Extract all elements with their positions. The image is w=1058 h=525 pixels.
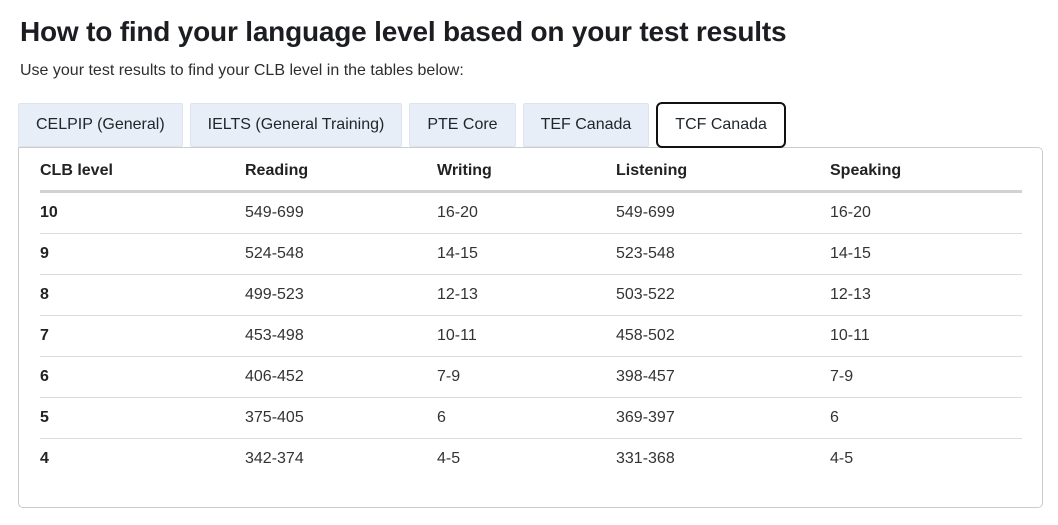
reading-cell: 524-548 [245,233,437,275]
reading-cell: 342-374 [245,450,304,467]
clb-score-table: CLB level Reading Writing Listening Spea… [40,148,1022,479]
speaking-cell: 14-15 [830,233,1022,275]
table-row: 4 342-374 4-5 331-368 4-5 [40,439,1022,480]
reading-cell: 499-523 [245,274,437,316]
speaking-cell: 4-5 [830,450,854,467]
column-header-listening: Listening [616,148,830,193]
page-container: How to find your language level based on… [18,16,1043,508]
clb-level-cell: 6 [40,356,245,398]
writing-cell: 10-11 [437,315,616,357]
column-header-reading: Reading [245,148,437,193]
clb-level-cell: 4 [40,450,49,467]
clb-level-cell: 10 [40,191,245,234]
column-header-speaking: Speaking [830,148,1022,193]
writing-cell: 6 [437,397,616,439]
listening-cell: 549-699 [616,191,830,234]
tab-pte-core[interactable]: PTE Core [409,103,516,147]
listening-cell: 398-457 [616,356,830,398]
tcf-canada-panel: CLB level Reading Writing Listening Spea… [18,147,1043,508]
listening-cell: 458-502 [616,315,830,357]
tab-ielts-general-training[interactable]: IELTS (General Training) [189,103,403,147]
reading-cell: 406-452 [245,356,437,398]
speaking-cell: 7-9 [830,356,1022,398]
reading-cell: 549-699 [245,191,437,234]
column-header-writing: Writing [437,148,616,193]
language-test-tabs: CELPIP (General) IELTS (General Training… [18,102,1043,148]
page-subtitle: Use your test results to find your CLB l… [20,62,464,79]
listening-cell: 369-397 [616,397,830,439]
writing-cell: 4-5 [437,450,461,467]
clb-level-cell: 7 [40,315,245,357]
tab-tef-canada[interactable]: TEF Canada [522,103,650,147]
tab-tcf-canada[interactable]: TCF Canada [656,102,786,148]
table-row: 7 453-498 10-11 458-502 10-11 [40,315,1022,357]
writing-cell: 12-13 [437,274,616,316]
writing-cell: 14-15 [437,233,616,275]
listening-cell: 503-522 [616,274,830,316]
clb-level-cell: 8 [40,274,245,316]
table-row: 6 406-452 7-9 398-457 7-9 [40,356,1022,398]
reading-cell: 375-405 [245,397,437,439]
speaking-cell: 10-11 [830,315,1022,357]
speaking-cell: 12-13 [830,274,1022,316]
table-row: 10 549-699 16-20 549-699 16-20 [40,191,1022,234]
clb-level-cell: 9 [40,233,245,275]
table-row: 9 524-548 14-15 523-548 14-15 [40,233,1022,275]
listening-cell: 523-548 [616,233,830,275]
tab-celpip-general[interactable]: CELPIP (General) [18,103,183,147]
table-row: 5 375-405 6 369-397 6 [40,397,1022,439]
clb-level-cell: 5 [40,397,245,439]
table-row: 8 499-523 12-13 503-522 12-13 [40,274,1022,316]
table-header-row: CLB level Reading Writing Listening Spea… [40,148,1022,193]
listening-cell: 331-368 [616,450,675,467]
column-header-clb-level: CLB level [40,148,245,193]
speaking-cell: 16-20 [830,191,1022,234]
page-title: How to find your language level based on… [20,16,787,47]
writing-cell: 7-9 [437,356,616,398]
writing-cell: 16-20 [437,191,616,234]
reading-cell: 453-498 [245,315,437,357]
speaking-cell: 6 [830,397,1022,439]
